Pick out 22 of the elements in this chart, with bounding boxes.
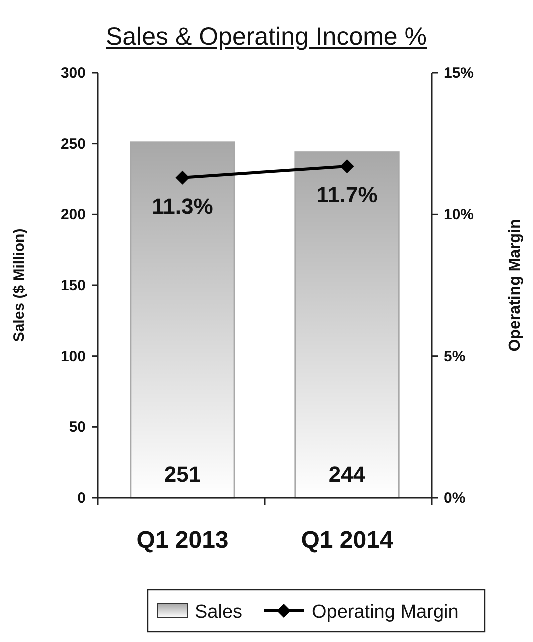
data-label: 11.3% [152, 194, 214, 219]
y-tick-label: 250 [60, 136, 86, 153]
y-tick-label: 50 [69, 419, 86, 436]
y2-axis-title: Operating Margin [507, 219, 524, 352]
y2-tick-label: 5% [444, 348, 466, 366]
x-tick-label: Q1 2014 [301, 527, 394, 554]
data-label: 251 [164, 462, 202, 487]
data-label: 11.7% [316, 182, 378, 208]
y2-tick-label: 0% [444, 490, 466, 507]
y-tick-label: 100 [60, 348, 86, 366]
y-tick-label: 150 [60, 278, 86, 294]
legend-label: Sales [195, 602, 243, 623]
y2-tick-label: 10% [444, 206, 474, 224]
y-tick-label: 0 [78, 490, 86, 507]
chart-title: Sales & Operating Income % [106, 23, 427, 51]
y-tick-label: 200 [60, 206, 86, 224]
x-tick-label: Q1 2013 [136, 527, 229, 554]
data-label: 244 [328, 462, 366, 487]
y-tick-label: 300 [60, 65, 86, 82]
legend-label: Operating Margin [312, 602, 459, 623]
y2-tick-label: 15% [444, 65, 474, 82]
y-axis-title: Sales ($ Million) [11, 228, 28, 342]
